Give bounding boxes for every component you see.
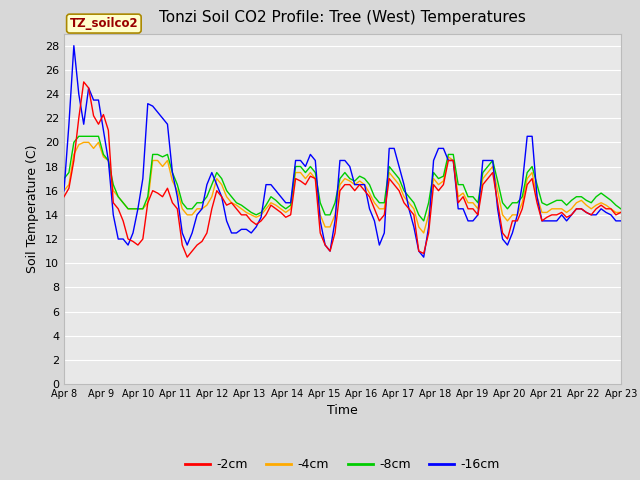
Legend: -2cm, -4cm, -8cm, -16cm: -2cm, -4cm, -8cm, -16cm: [180, 453, 505, 476]
X-axis label: Time: Time: [327, 405, 358, 418]
Title: Tonzi Soil CO2 Profile: Tree (West) Temperatures: Tonzi Soil CO2 Profile: Tree (West) Temp…: [159, 11, 526, 25]
Text: TZ_soilco2: TZ_soilco2: [70, 17, 138, 30]
Y-axis label: Soil Temperature (C): Soil Temperature (C): [26, 144, 39, 273]
